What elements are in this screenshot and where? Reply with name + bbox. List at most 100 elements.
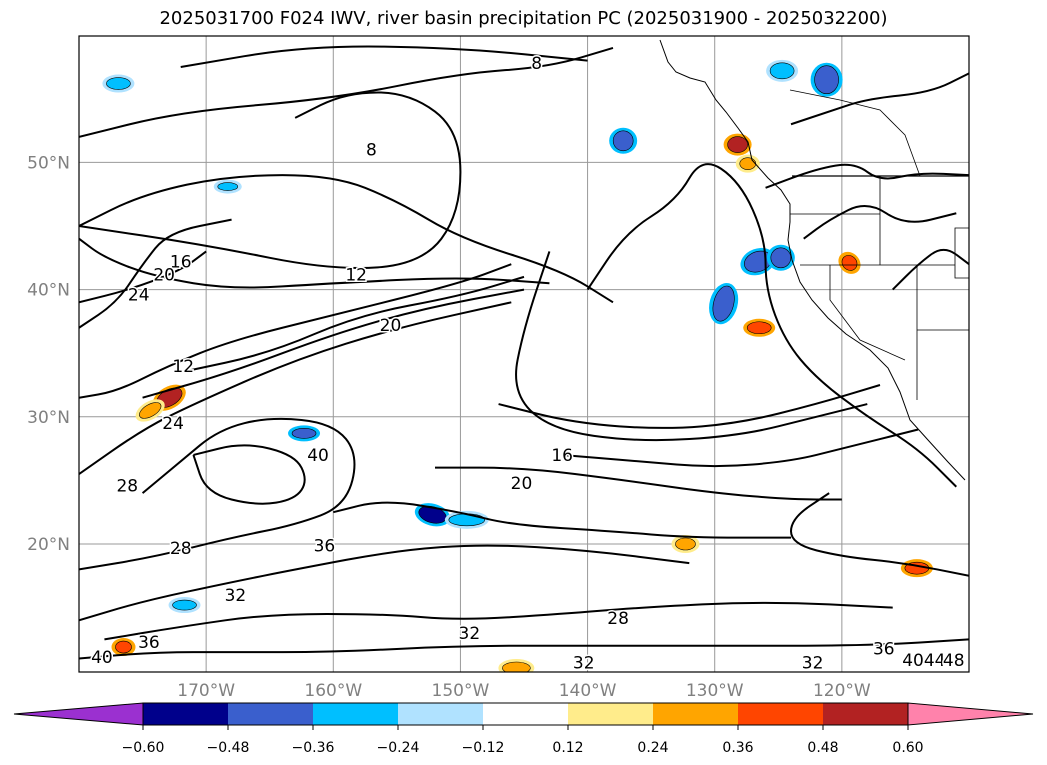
contour-value-label: 44 — [924, 651, 946, 671]
colorbar-cell — [483, 703, 568, 725]
colorbar-frame — [142, 702, 909, 726]
iwv-contour-line — [79, 174, 614, 304]
latitude-labels: 50°N 40°N 30°N 20°N — [27, 153, 70, 555]
iwv-contour-line — [515, 251, 868, 442]
contour-value-label: 48 — [943, 651, 965, 671]
precip-anomaly-blob — [671, 535, 700, 553]
colorbar-tick-label: 0.24 — [637, 740, 668, 756]
colorbar-cell — [313, 703, 398, 725]
colorbar-tick-label: 0.60 — [892, 740, 923, 756]
state-borders — [790, 176, 969, 400]
iwv-contour-line — [562, 428, 919, 468]
iwv-contour-line — [892, 248, 969, 291]
contour-value-label: 32 — [225, 586, 247, 606]
colorbar-tick-label: −0.36 — [292, 740, 335, 756]
iwv-contour-line — [79, 237, 550, 289]
iwv-contour-line — [79, 218, 232, 329]
precip-anomaly-blob — [735, 154, 760, 173]
precip-anomaly-blob — [135, 399, 165, 422]
colorbar-cell — [738, 703, 823, 725]
precip-anomaly-blob — [743, 318, 776, 337]
longitude-tick-label: 120°W — [813, 681, 871, 701]
colorbar-tick-label: −0.60 — [122, 740, 165, 756]
longitude-tick-label: 150°W — [432, 681, 490, 701]
precip-anomaly-blob — [810, 62, 843, 97]
colorbar-cell — [568, 703, 653, 725]
north-america-coastline — [659, 39, 966, 481]
iwv-contour-line — [180, 45, 588, 68]
iwv-contour-line — [79, 46, 614, 138]
graticule — [79, 36, 969, 672]
colorbar-extend-high — [907, 702, 1034, 726]
contour-value-label: 40 — [307, 446, 329, 466]
contour-value-label: 28 — [116, 476, 138, 496]
contour-value-label: 16 — [551, 446, 573, 466]
iwv-contour-line — [180, 275, 525, 374]
contour-value-label: 24 — [162, 414, 184, 434]
canadian-province-line — [789, 89, 921, 177]
iwv-contour-line — [192, 444, 306, 505]
iwv-contour-line — [142, 288, 525, 399]
longitude-tick-label: 130°W — [686, 681, 744, 701]
precip-anomaly-blob — [102, 74, 135, 93]
longitude-tick-label: 170°W — [177, 681, 235, 701]
precip-anomaly-blob — [838, 251, 861, 274]
contour-value-label: 32 — [459, 624, 481, 644]
colorbar-tick-label: 0.48 — [807, 740, 838, 756]
iwv-contour-line — [79, 417, 356, 571]
contour-value-label: 12 — [345, 265, 367, 285]
colorbar-tick-label: −0.48 — [207, 740, 250, 756]
colorbar-extend-low — [13, 702, 144, 726]
iwv-contour-line — [104, 601, 893, 641]
contour-value-label: 32 — [802, 653, 824, 673]
colorbar-cell — [228, 703, 313, 725]
latitude-tick-label: 50°N — [27, 153, 70, 173]
contour-value-label: 12 — [172, 357, 194, 377]
iwv-contour-line — [790, 72, 969, 126]
contour-value-label: 36 — [873, 639, 895, 659]
precip-anomaly-blob — [766, 244, 795, 271]
contour-value-label: 20 — [511, 474, 533, 494]
iwv-contour-line — [765, 163, 969, 189]
precip-anomaly-blob — [766, 59, 799, 82]
longitude-tick-label: 160°W — [304, 681, 362, 701]
contour-value-label: 32 — [573, 653, 595, 673]
iwv-contours — [79, 45, 969, 660]
iwv-contour-line — [789, 492, 969, 577]
map-frame — [78, 35, 970, 673]
contour-value-label: 20 — [380, 316, 402, 336]
colorbar-cell — [143, 703, 228, 725]
longitude-tick-label: 140°W — [559, 681, 617, 701]
precip-anomaly-blob — [609, 127, 638, 154]
precip-anomaly-blob — [111, 638, 136, 657]
iwv-contour-line — [79, 301, 512, 475]
map-background — [79, 36, 969, 672]
precip-anomaly-blob — [723, 133, 752, 156]
contour-value-label: 28 — [170, 539, 192, 559]
precip-anomaly-blob — [709, 282, 739, 325]
colorbar-cell — [823, 703, 908, 725]
contour-value-label: 24 — [128, 286, 150, 306]
precip-anomaly-blob — [498, 659, 535, 672]
iwv-contour-line — [79, 638, 969, 660]
colorbar: −0.60 −0.48 −0.36 −0.24 −0.12 0.12 0.24 0.36 0.4… — [13, 702, 1034, 756]
contour-value-label: 20 — [153, 265, 175, 285]
iwv-contour-line — [79, 263, 512, 399]
coastline-and-borders — [659, 39, 969, 481]
iwv-contour-line — [79, 250, 207, 304]
precip-anomaly-blob — [288, 425, 321, 442]
latitude-tick-label: 40°N — [27, 281, 70, 301]
map-title: 2025031700 F024 IWV, river basin precipi… — [159, 8, 888, 29]
contour-value-label: 8 — [366, 141, 377, 161]
iwv-contour-line — [586, 163, 957, 488]
latitude-tick-label: 20°N — [27, 535, 70, 555]
iwv-contour-line — [333, 501, 791, 539]
iwv-contour-line — [79, 91, 462, 269]
contour-value-label: 28 — [607, 609, 629, 629]
iwv-contour-line — [79, 544, 690, 622]
iwv-contour-line — [803, 205, 957, 240]
contour-value-label: 40 — [91, 648, 113, 668]
precip-anomaly-blob — [168, 597, 201, 614]
colorbar-tick-label: 0.12 — [552, 740, 583, 756]
